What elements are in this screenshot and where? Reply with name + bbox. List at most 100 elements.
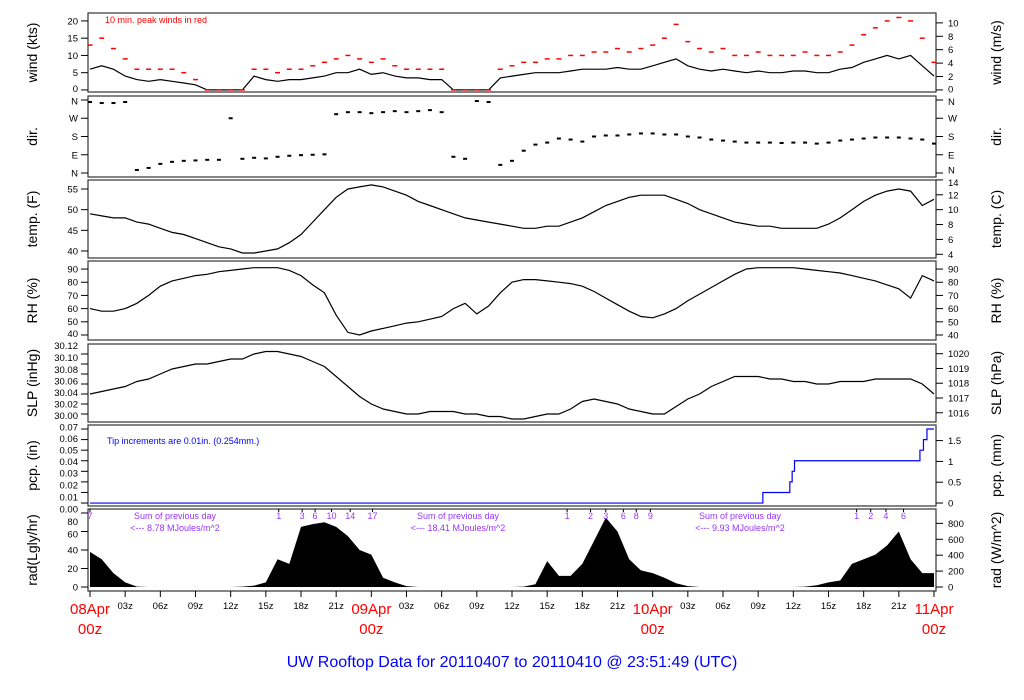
- direction-point: [345, 111, 350, 114]
- direction-point: [134, 168, 139, 171]
- y-tick-label: 30.04: [54, 388, 78, 399]
- y-tick-label: 40: [67, 247, 78, 258]
- y-tick-label: 60: [67, 530, 78, 541]
- direction-point: [709, 138, 714, 141]
- panel-annotation: 10 min. peak winds in red: [105, 15, 207, 25]
- y-tick-label: 0.00: [60, 505, 79, 516]
- y-tick-label: 80: [67, 278, 78, 289]
- y-tick-label: 30.08: [54, 365, 78, 376]
- y-right-tick-label: N: [948, 166, 955, 177]
- y-tick-label: 40: [67, 546, 78, 557]
- direction-point: [181, 159, 186, 162]
- daily-sum-title: Sum of previous day: [134, 511, 217, 521]
- direction-point: [310, 153, 315, 156]
- y-tick-label: 0.03: [60, 469, 79, 480]
- y-tick-label: 0.01: [60, 493, 79, 504]
- y-right-tick-label: 600: [948, 535, 964, 546]
- hour-label: 17: [367, 511, 377, 521]
- direction-point: [627, 133, 632, 136]
- y-right-tick-label: 4: [948, 250, 953, 261]
- y-tick-label: 0.02: [60, 481, 79, 492]
- direction-point: [334, 113, 339, 116]
- x-tick-label: 15z: [540, 601, 556, 612]
- series-solar-radiation-lgly-hr-: [90, 517, 934, 587]
- hour-label: 9: [648, 511, 653, 521]
- series-accumulated-precipitation-in-: [90, 428, 934, 504]
- y-tick-label: 70: [67, 291, 78, 302]
- x-day-label: 08Apr: [70, 601, 110, 618]
- daily-sum-title: Sum of previous day: [699, 511, 782, 521]
- y-tick-label: 30.06: [54, 377, 78, 388]
- direction-point: [427, 109, 432, 112]
- series-line: [89, 267, 935, 336]
- panel-pcp: 0.000.010.020.030.040.050.060.07 0 0.5 1 1.5…: [24, 422, 1004, 515]
- direction-point: [756, 141, 761, 144]
- y-axis-label-right: temp. (C): [988, 190, 1004, 248]
- direction-point: [662, 133, 667, 136]
- y-right-tick-label: 1019: [948, 364, 969, 375]
- x-tick-label: 06z: [434, 601, 450, 612]
- direction-point: [545, 141, 550, 144]
- direction-point: [556, 137, 561, 140]
- y-tick-label: 0.07: [60, 422, 79, 433]
- direction-point: [439, 111, 444, 114]
- x-day-time-label: 00z: [641, 621, 665, 638]
- direction-point: [275, 155, 280, 158]
- y-right-tick-label: 200: [948, 567, 964, 578]
- series-temperature-f-: [89, 184, 935, 254]
- direction-point: [615, 134, 620, 137]
- y-right-tick-label: W: [948, 114, 957, 125]
- panel-frame: [87, 508, 937, 592]
- y-right-tick-label: S: [948, 132, 954, 143]
- panel-temp: 40 45 50 55 4 6 8 10 12 14 temp. (F) temp. (C): [24, 178, 1004, 261]
- direction-point: [744, 141, 749, 144]
- x-tick-label: 03z: [680, 601, 696, 612]
- y-axis-label-right: SLP (hPa): [988, 351, 1004, 415]
- direction-point: [193, 159, 198, 162]
- x-tick-label: 12z: [786, 601, 802, 612]
- direction-point: [838, 139, 843, 142]
- y-tick-label: 0.05: [60, 445, 79, 456]
- daily-sum-title: Sum of previous day: [417, 511, 500, 521]
- hour-label: 3: [300, 511, 305, 521]
- x-tick-label: 15z: [821, 601, 837, 612]
- direction-point: [849, 138, 854, 141]
- y-tick-label: 0: [73, 84, 78, 95]
- y-axis-label: RH (%): [24, 278, 40, 324]
- direction-point: [205, 158, 210, 161]
- y-axis-label-right: pcp. (mm): [988, 434, 1004, 497]
- y-right-tick-label: 1.5: [948, 436, 961, 447]
- direction-point: [252, 156, 257, 159]
- x-day-label: 09Apr: [351, 601, 391, 618]
- direction-point: [791, 141, 796, 144]
- x-day-time-label: 00z: [922, 621, 946, 638]
- x-tick-label: 18z: [293, 601, 309, 612]
- y-tick-label: 30.12: [54, 341, 78, 352]
- y-tick-label: 0: [73, 583, 78, 594]
- y-right-tick-label: 90: [948, 265, 959, 276]
- x-tick-label: 21z: [329, 601, 345, 612]
- x-tick-label: 09z: [751, 601, 767, 612]
- y-right-tick-label: 1017: [948, 394, 969, 405]
- y-tick-label: 30.02: [54, 400, 78, 411]
- panel-frame: [87, 12, 937, 93]
- direction-point: [463, 157, 468, 160]
- y-tick-label: E: [72, 150, 78, 161]
- direction-point: [322, 153, 327, 156]
- direction-point: [451, 155, 456, 158]
- direction-point: [228, 117, 233, 120]
- y-right-tick-label: 8: [948, 32, 953, 43]
- y-right-tick-label: 50: [948, 317, 959, 328]
- direction-point: [697, 136, 702, 139]
- direction-point: [779, 141, 784, 144]
- x-tick-label: 09z: [469, 601, 485, 612]
- direction-point: [896, 136, 901, 139]
- direction-point: [674, 133, 679, 136]
- hour-label: 6: [901, 511, 906, 521]
- hour-label: 1: [854, 511, 859, 521]
- x-tick-label: 15z: [258, 601, 274, 612]
- y-right-tick-label: 400: [948, 551, 964, 562]
- x-tick-label: 03z: [399, 601, 415, 612]
- y-axis-label-right: rad (W/m^2): [988, 512, 1004, 589]
